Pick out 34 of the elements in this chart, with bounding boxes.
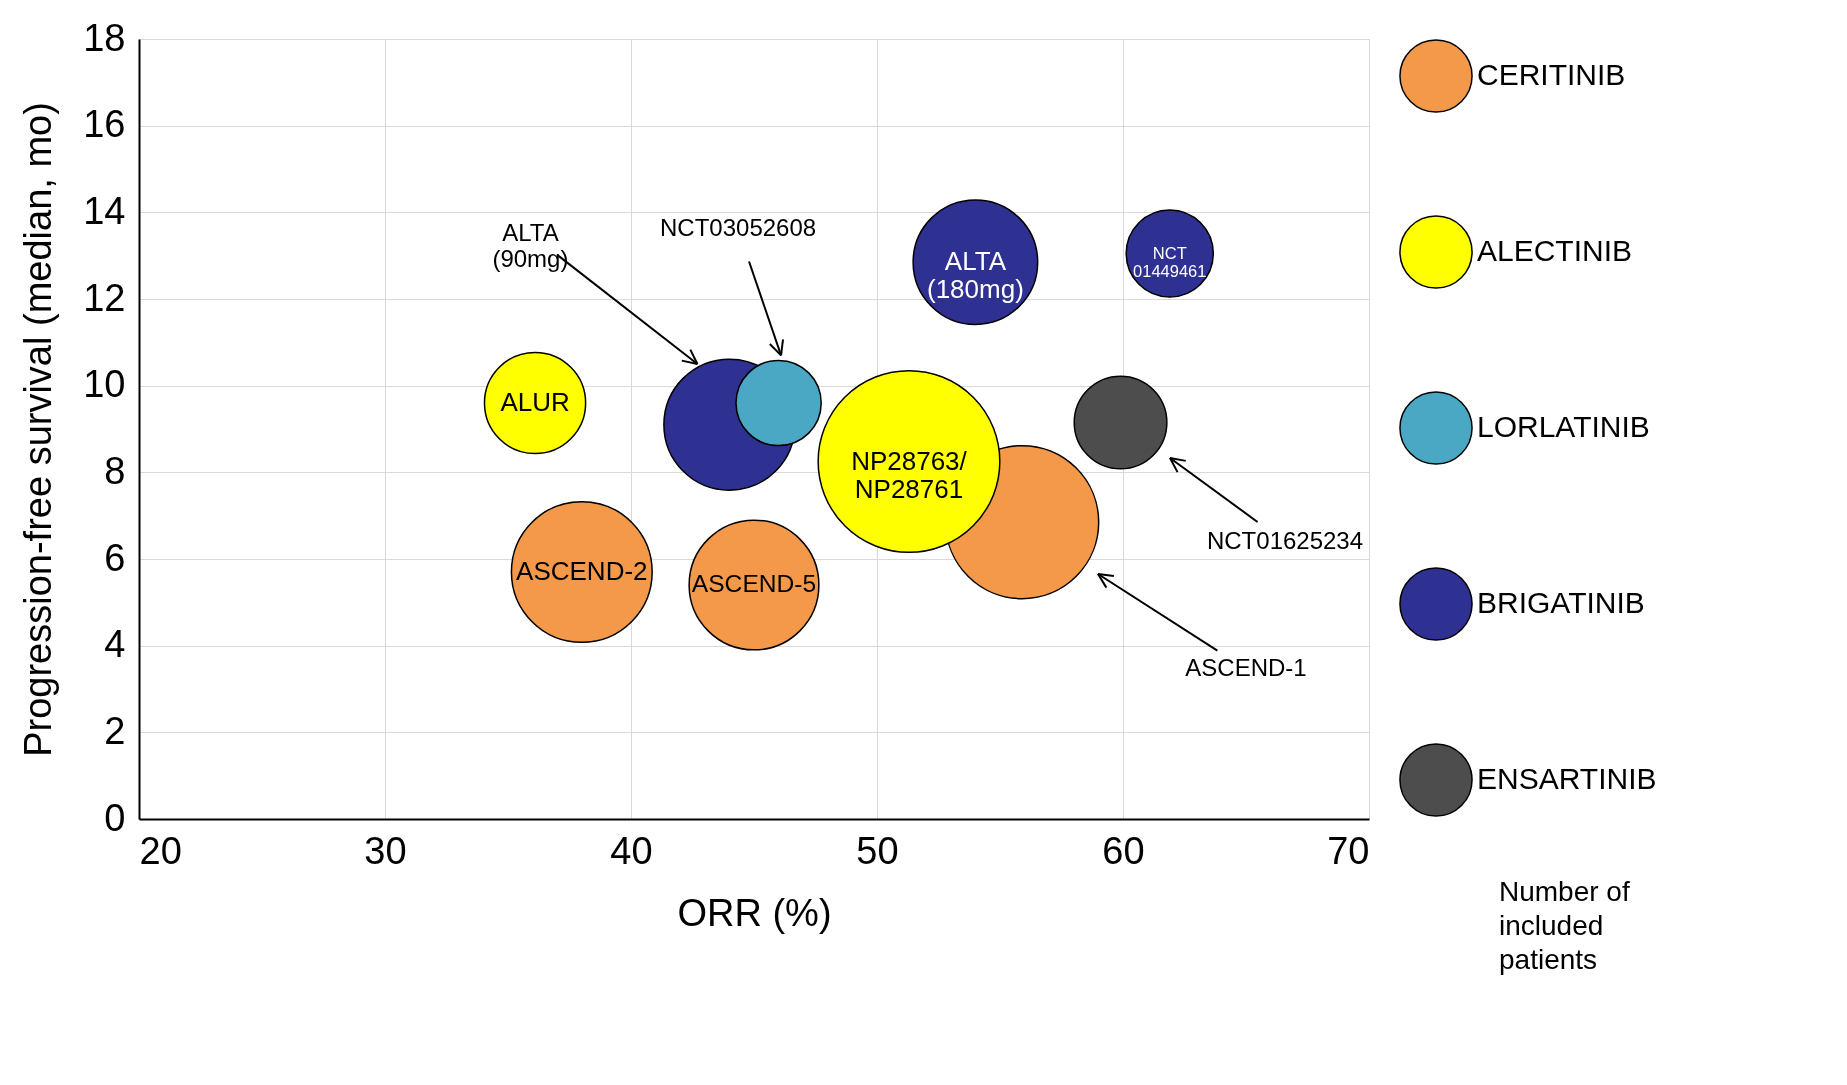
annotation: ALUR bbox=[500, 387, 570, 417]
legend-label: CERITINIB bbox=[1477, 58, 1626, 91]
y-tick-label: 4 bbox=[104, 623, 126, 666]
y-axis-title: Progression-free survival (median, mo) bbox=[17, 102, 60, 757]
y-tick-label: 18 bbox=[83, 16, 126, 59]
x-tick-label: 50 bbox=[856, 829, 899, 872]
legend-label: ALECTINIB bbox=[1477, 234, 1633, 267]
annotation: ALTA (90mg) bbox=[492, 219, 569, 272]
annotation: NCT03052608 bbox=[660, 214, 817, 242]
y-tick-label: 8 bbox=[104, 449, 126, 492]
annotation: ASCEND-5 bbox=[691, 570, 817, 597]
y-tick-label: 6 bbox=[104, 536, 126, 579]
x-tick-label: 40 bbox=[610, 829, 653, 872]
x-tick-label: 70 bbox=[1327, 829, 1370, 872]
y-tick-label: 12 bbox=[83, 276, 126, 319]
y-tick-label: 16 bbox=[83, 103, 126, 146]
legend-label: LORLATINIB bbox=[1477, 410, 1650, 443]
y-tick-label: 10 bbox=[83, 363, 126, 406]
annotation: ASCEND-2 bbox=[516, 556, 648, 586]
y-tick-label: 0 bbox=[104, 796, 126, 839]
annotation: NCT 01449461 bbox=[1133, 243, 1207, 282]
annotation: ALTA (180mg) bbox=[926, 246, 1024, 305]
text: Number of included patients bbox=[1499, 876, 1630, 975]
x-tick-label: 30 bbox=[364, 829, 407, 872]
y-tick-label: 14 bbox=[83, 189, 126, 232]
annotation: NCT01625234 bbox=[1206, 527, 1364, 554]
x-tick-label: 20 bbox=[139, 829, 182, 872]
legend-label: BRIGATINIB bbox=[1477, 586, 1645, 619]
legend-label: ENSARTINIB bbox=[1477, 762, 1657, 795]
x-tick-label: 60 bbox=[1102, 829, 1145, 872]
x-axis-title: ORR (%) bbox=[677, 891, 832, 934]
y-tick-label: 2 bbox=[104, 709, 126, 752]
annotation: ASCEND-1 bbox=[1185, 654, 1307, 681]
annotation: NP28763/ NP28761 bbox=[851, 445, 968, 504]
